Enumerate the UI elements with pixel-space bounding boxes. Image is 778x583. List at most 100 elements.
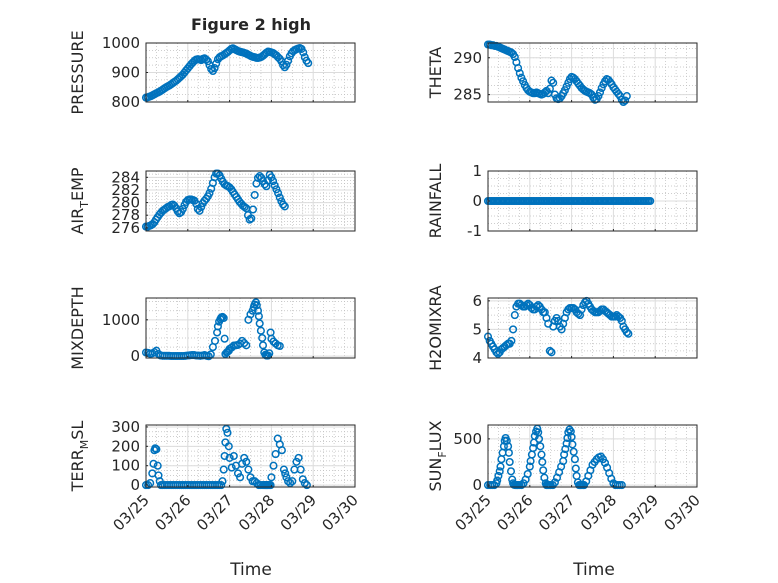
y-axis-label: RAINFALL xyxy=(426,164,445,239)
series-markers xyxy=(483,296,633,358)
data-point xyxy=(152,445,161,454)
data-point xyxy=(517,481,526,490)
data-point xyxy=(507,336,516,345)
x-tick-label: 03/26 xyxy=(493,491,536,534)
data-point xyxy=(178,204,187,213)
data-point xyxy=(205,189,214,198)
data-point xyxy=(568,440,577,449)
y-tick-label: 0 xyxy=(130,476,140,494)
data-point xyxy=(617,481,626,490)
data-point xyxy=(210,64,219,73)
y-tick-label: 285 xyxy=(453,86,482,104)
data-point xyxy=(607,474,616,483)
data-point xyxy=(540,473,549,482)
axes-frame xyxy=(487,42,698,103)
y-axis-label: TERRMSL xyxy=(68,421,91,493)
data-point xyxy=(252,301,261,310)
y-tick-label: -1 xyxy=(467,222,482,240)
data-point xyxy=(220,451,229,461)
data-point xyxy=(269,461,278,470)
data-point xyxy=(577,305,586,314)
data-point xyxy=(304,59,313,68)
data-point xyxy=(242,341,251,350)
y-tick-label: 0 xyxy=(130,347,140,365)
data-point xyxy=(284,56,293,65)
y-axis-label-rest: EMP xyxy=(68,167,87,201)
x-tick-label: 03/30 xyxy=(319,491,362,534)
data-point xyxy=(248,205,258,214)
subplot-1: 800 900 1000 PRESSURE xyxy=(68,30,356,115)
data-point xyxy=(265,349,274,358)
x-tick-label: 03/29 xyxy=(619,491,662,534)
data-point xyxy=(571,464,580,473)
y-tick-label: 800 xyxy=(111,93,140,111)
data-point xyxy=(240,453,249,462)
data-point xyxy=(504,448,513,457)
data-point xyxy=(244,465,253,474)
x-tick-label: 03/25 xyxy=(110,491,153,534)
y-tick-label: 276 xyxy=(111,219,140,237)
data-point xyxy=(150,348,159,357)
data-point xyxy=(222,424,231,433)
plot-area xyxy=(488,43,697,102)
data-point xyxy=(279,465,288,474)
data-point xyxy=(240,202,249,212)
data-point xyxy=(227,463,236,472)
data-point xyxy=(563,433,572,443)
data-point xyxy=(275,193,284,202)
axes-frame xyxy=(487,424,698,488)
data-point xyxy=(146,479,155,488)
data-point xyxy=(223,428,232,437)
data-point xyxy=(258,333,267,343)
y-axis-label: SUNFLUX xyxy=(426,420,449,491)
data-point xyxy=(509,325,518,334)
y-axis-label-rest: SL xyxy=(68,421,87,440)
data-point xyxy=(266,481,275,490)
x-tick-label: 03/28 xyxy=(577,491,620,534)
data-point xyxy=(537,450,546,459)
data-point xyxy=(529,444,538,453)
data-point xyxy=(233,469,243,478)
axes-frame xyxy=(487,297,698,359)
y-tick-label: 0 xyxy=(472,192,482,210)
x-axis-label-right: Time xyxy=(572,560,615,580)
series-markers xyxy=(483,40,631,107)
data-point xyxy=(600,458,610,467)
data-point xyxy=(274,189,283,198)
subplot-2: 285 290 THETA xyxy=(426,40,698,107)
data-point xyxy=(284,477,293,486)
data-point xyxy=(217,481,226,490)
y-tick-label: 6 xyxy=(472,292,482,310)
data-point xyxy=(566,427,575,436)
y-axis-label: AIRTEMP xyxy=(68,167,91,234)
data-point xyxy=(515,69,524,78)
data-point xyxy=(220,334,229,343)
data-point xyxy=(502,436,511,445)
data-point xyxy=(510,52,519,62)
data-point xyxy=(197,202,206,212)
data-point xyxy=(272,185,281,194)
axes-frame xyxy=(145,170,356,232)
data-point xyxy=(299,48,308,57)
data-point xyxy=(539,466,548,475)
y-tick-label: 100 xyxy=(111,457,140,475)
data-point xyxy=(279,200,288,209)
data-point xyxy=(561,445,570,454)
data-point xyxy=(255,319,264,328)
data-point xyxy=(646,196,655,206)
data-point xyxy=(545,84,554,93)
data-point xyxy=(236,473,245,482)
data-point xyxy=(534,434,544,443)
data-point xyxy=(538,457,547,467)
x-tick-label: 03/27 xyxy=(193,491,236,534)
y-tick-label: 0 xyxy=(472,476,482,494)
data-point xyxy=(203,57,212,66)
data-point xyxy=(242,457,251,466)
data-point xyxy=(621,96,630,105)
series-markers xyxy=(141,298,284,361)
data-point xyxy=(219,313,228,323)
y-axis-label: MIXDEPTH xyxy=(68,286,87,369)
data-point xyxy=(564,78,573,87)
